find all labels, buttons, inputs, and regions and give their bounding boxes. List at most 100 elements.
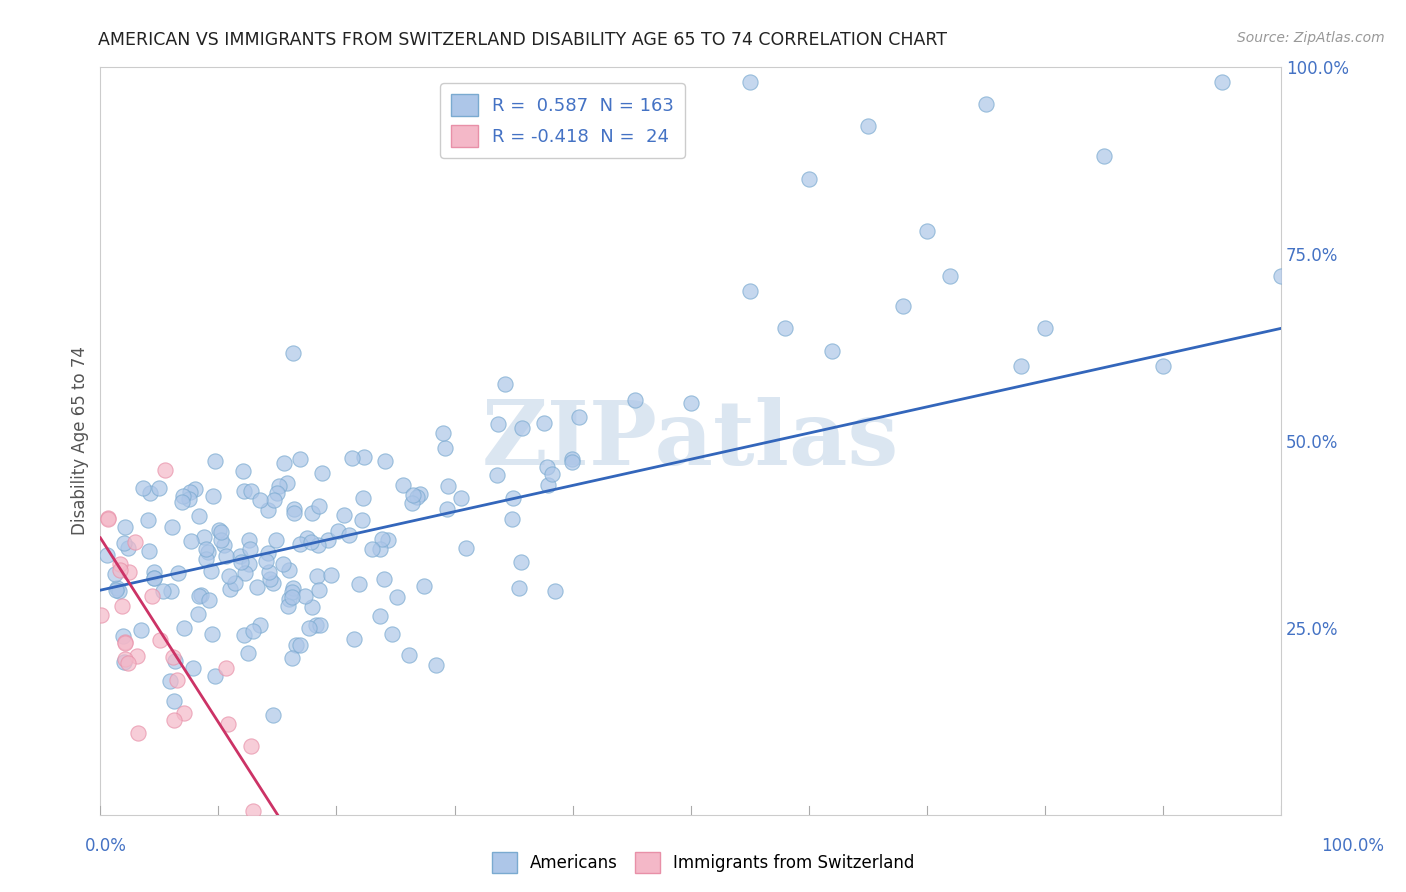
Text: 0.0%: 0.0%	[84, 837, 127, 855]
Point	[436, 502, 458, 516]
Point	[280, 651, 302, 665]
Point	[276, 476, 298, 491]
Point	[149, 632, 172, 647]
Point	[143, 565, 166, 579]
Point	[263, 493, 285, 508]
Point	[173, 706, 195, 720]
Point	[224, 576, 246, 591]
Point	[160, 583, 183, 598]
Point	[454, 541, 477, 556]
Y-axis label: Disability Age 65 to 74: Disability Age 65 to 74	[72, 346, 89, 535]
Point	[114, 635, 136, 649]
Point	[269, 479, 291, 493]
Point	[412, 578, 434, 592]
Point	[494, 377, 516, 392]
Point	[201, 490, 224, 504]
Point	[294, 589, 316, 603]
Point	[361, 541, 384, 556]
Point	[502, 491, 524, 506]
Point	[165, 654, 187, 668]
Point	[1010, 359, 1032, 373]
Point	[377, 533, 399, 547]
Point	[486, 417, 509, 432]
Point	[738, 284, 761, 298]
Point	[201, 627, 224, 641]
Point	[342, 450, 364, 465]
Point	[104, 582, 127, 597]
Point	[218, 568, 240, 582]
Point	[117, 565, 139, 579]
Point	[307, 538, 329, 552]
Point	[1211, 74, 1233, 88]
Point	[307, 569, 329, 583]
Point	[232, 484, 254, 499]
Point	[138, 513, 160, 527]
Point	[738, 74, 761, 88]
Point	[298, 622, 321, 636]
Point	[215, 549, 238, 563]
Point	[170, 495, 193, 509]
Point	[501, 512, 523, 526]
Point	[114, 651, 136, 665]
Point	[308, 499, 330, 513]
Point	[159, 673, 181, 688]
Point	[108, 558, 131, 572]
Point	[114, 635, 136, 649]
Point	[232, 464, 254, 478]
Point	[347, 576, 370, 591]
Point	[163, 713, 186, 727]
Point	[155, 463, 177, 477]
Point	[485, 468, 508, 483]
Point	[1270, 268, 1292, 283]
Point	[409, 487, 432, 501]
Point	[254, 553, 277, 567]
Point	[568, 409, 591, 424]
Point	[193, 530, 215, 544]
Point	[374, 454, 396, 468]
Point	[624, 392, 647, 407]
Point	[238, 646, 260, 660]
Point	[299, 535, 322, 549]
Point	[1092, 149, 1115, 163]
Point	[541, 467, 564, 482]
Point	[172, 489, 194, 503]
Point	[405, 490, 427, 504]
Point	[262, 707, 284, 722]
Point	[242, 804, 264, 818]
Point	[373, 572, 395, 586]
Point	[304, 617, 326, 632]
Point	[233, 566, 256, 580]
Point	[163, 693, 186, 707]
Point	[238, 533, 260, 547]
Point	[290, 638, 312, 652]
Point	[561, 452, 583, 467]
Point	[143, 571, 166, 585]
Point	[370, 608, 392, 623]
Point	[198, 592, 221, 607]
Point	[425, 657, 447, 672]
Point	[283, 506, 305, 520]
Point	[371, 532, 394, 546]
Point	[207, 523, 229, 537]
Point	[215, 661, 238, 675]
Point	[1033, 321, 1056, 335]
Point	[217, 716, 239, 731]
Point	[238, 557, 260, 571]
Point	[283, 501, 305, 516]
Point	[301, 600, 323, 615]
Point	[509, 555, 531, 569]
Point	[204, 453, 226, 467]
Point	[915, 224, 938, 238]
Point	[891, 299, 914, 313]
Point	[974, 97, 997, 112]
Point	[352, 491, 374, 505]
Point	[281, 346, 304, 360]
Point	[319, 568, 342, 582]
Point	[281, 581, 304, 595]
Point	[262, 576, 284, 591]
Point	[259, 573, 281, 587]
Point	[939, 268, 962, 283]
Point	[273, 456, 295, 470]
Point	[160, 519, 183, 533]
Point	[277, 563, 299, 577]
